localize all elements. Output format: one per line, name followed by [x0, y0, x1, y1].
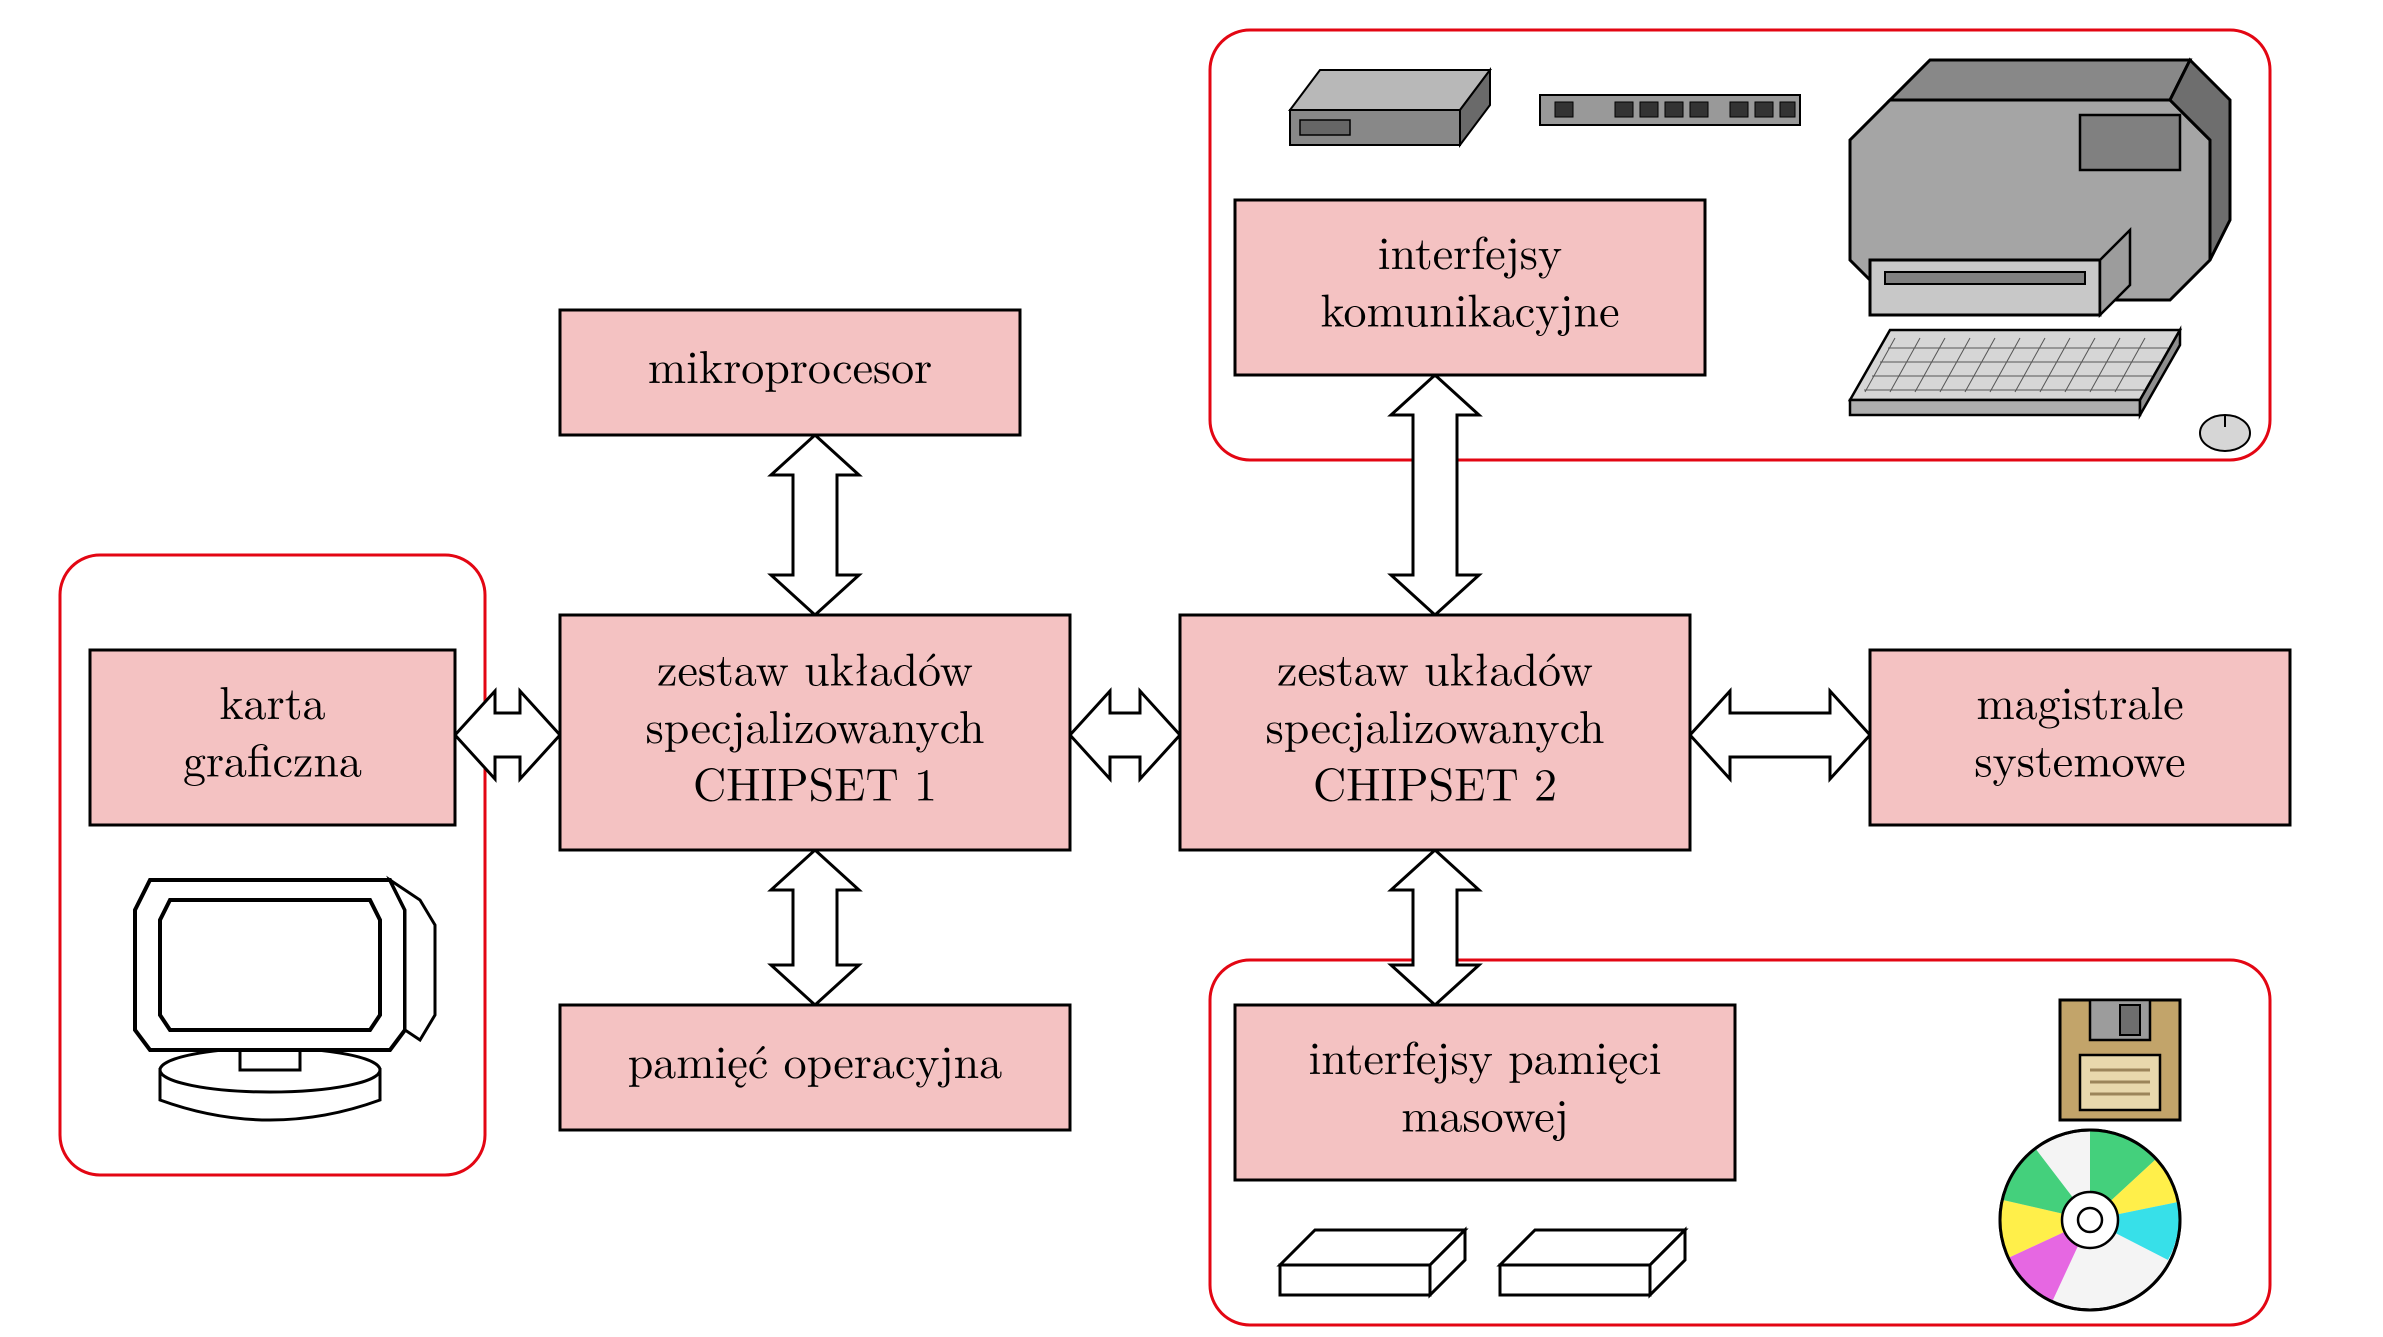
arrow-chipset2-bus [1690, 691, 1870, 779]
node-gpu: kartagraficzna [90, 650, 455, 825]
hdd-icon-2 [1500, 1230, 1685, 1295]
keyboard-icon [1850, 330, 2180, 415]
node-chipset2: zestaw układówspecjalizowanychCHIPSET 2 [1180, 615, 1690, 850]
node-bus-label: magistrale [1976, 668, 2183, 733]
node-chipset2-label: CHIPSET 2 [1313, 749, 1557, 814]
arrow-chipset1-ram [771, 850, 859, 1005]
node-comm: interfejsykomunikacyjne [1235, 200, 1705, 375]
node-comm-label: interfejsy [1378, 218, 1562, 283]
hdd-icon-1 [1280, 1230, 1465, 1295]
node-comm-label: komunikacyjne [1320, 276, 1619, 341]
node-storage-label: masowej [1401, 1081, 1569, 1146]
node-chipset1: zestaw układówspecjalizowanychCHIPSET 1 [560, 615, 1070, 850]
node-chipset1-label: specjalizowanych [646, 692, 985, 757]
node-cpu: mikroprocesor [560, 310, 1020, 435]
arrow-chipset2-storage [1391, 850, 1479, 1005]
arrow-chipset1-chipset2 [1070, 691, 1180, 779]
node-chipset1-label: CHIPSET 1 [693, 749, 937, 814]
arrow-gpu-chipset1 [455, 691, 560, 779]
hub-icon [1540, 95, 1800, 125]
node-ram-label: pamięć operacyjna [628, 1027, 1003, 1092]
node-bus-label: systemowe [1974, 726, 2185, 791]
arrow-comm-chipset2 [1391, 375, 1479, 615]
node-bus: magistralesystemowe [1870, 650, 2290, 825]
cd-icon [2000, 1130, 2180, 1310]
architecture-diagram: kartagraficzna mikroprocesor zestaw układó… [0, 0, 2383, 1337]
node-chipset1-label: zestaw układów [657, 634, 973, 699]
modem-icon [1290, 70, 1490, 145]
node-ram: pamięć operacyjna [560, 1005, 1070, 1130]
node-storage: interfejsy pamięcimasowej [1235, 1005, 1735, 1180]
printer-icon [1850, 60, 2230, 315]
node-gpu-label: graficzna [183, 726, 362, 791]
node-chipset2-label: specjalizowanych [1266, 692, 1605, 757]
mouse-icon [2200, 415, 2250, 451]
arrow-cpu-chipset1 [771, 435, 859, 615]
node-cpu-label: mikroprocesor [648, 332, 932, 397]
monitor-icon [135, 880, 435, 1120]
floppy-icon [2060, 1000, 2180, 1120]
node-gpu-label: karta [219, 668, 325, 733]
node-chipset2-label: zestaw układów [1277, 634, 1593, 699]
node-storage-label: interfejsy pamięci [1308, 1023, 1661, 1088]
